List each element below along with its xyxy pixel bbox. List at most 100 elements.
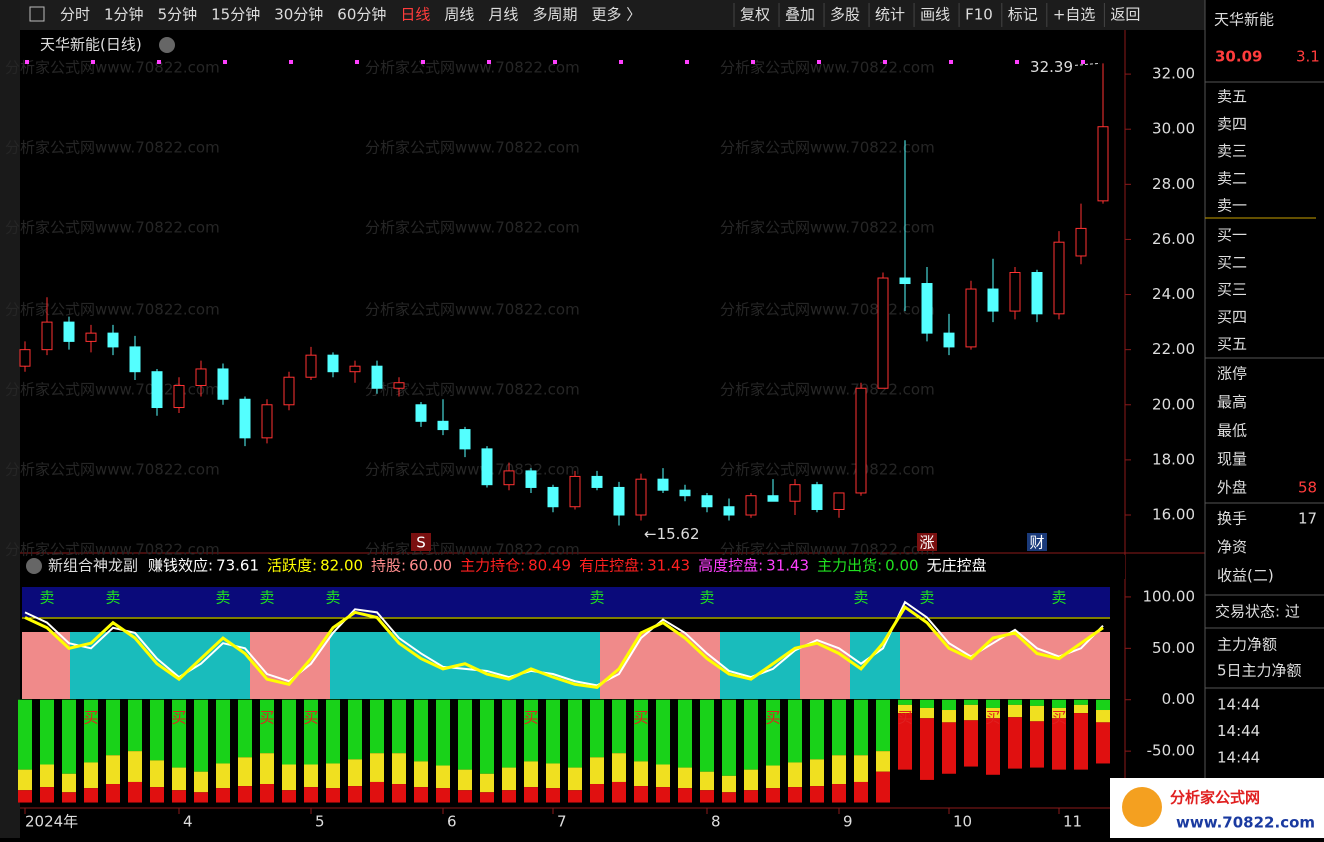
buy-signal: 买 [765,709,780,727]
dropdown-icon[interactable] [26,558,42,574]
toolbar-button[interactable]: 15分钟 [211,6,260,24]
signal-dot [91,60,95,64]
bar-segment [84,699,98,763]
toolbar-button[interactable]: 5分钟 [158,6,198,24]
buy-signal: 买 [1051,709,1066,727]
watermark: 分析家公式网www.70822.com [365,219,580,237]
toolbar-button[interactable]: 更多 〉 [591,6,641,24]
bar-segment [194,699,208,772]
dropdown-icon[interactable] [159,37,175,53]
watermark: 分析家公式网www.70822.com [5,139,220,157]
toolbar-button[interactable]: 多周期 [532,6,577,24]
bar-segment [568,699,582,768]
toolbar [0,0,1205,30]
y-tick-label: 30.00 [1152,120,1195,138]
buy-signal: 买 [523,709,538,727]
candle-body [943,332,955,348]
tick-time: 14:44 [1217,749,1260,767]
bar-segment [678,699,692,768]
trade-status: 交易状态: 过 [1215,603,1300,621]
bar-segment [920,707,934,719]
toolbar-button[interactable]: 叠加 [785,6,815,24]
candle-body [811,484,823,510]
bar-segment [150,787,164,803]
toolbar-button[interactable]: 返回 [1110,6,1140,24]
toolbar-button[interactable]: 分时 [60,6,90,24]
bar-segment [458,790,472,803]
order-book-label: 买一 [1217,226,1247,244]
y-tick-label: 16.00 [1152,506,1195,524]
candle-body [877,277,889,389]
toolbar-button[interactable]: 月线 [488,6,518,24]
candle-body [283,376,295,406]
bar-segment [172,699,186,768]
sell-signal: 卖 [699,589,714,607]
y-tick-label: 0.00 [1162,690,1195,708]
bar-segment [1052,718,1066,770]
legend-name: 活跃度: [267,557,317,575]
x-tick-label: 8 [711,813,721,831]
candle-body [547,486,559,508]
toolbar-button[interactable]: 标记 [1008,6,1038,24]
y-tick-label: -50.00 [1147,742,1195,760]
watermark: 分析家公式网www.70822.com [5,301,220,319]
order-book-label: 卖三 [1217,142,1247,160]
badge-label: 涨 [919,534,934,552]
candle-body [107,332,119,348]
bar-segment [106,755,120,785]
bar-segment [942,710,956,723]
bar-segment [942,722,956,774]
signal-dot [817,60,821,64]
bar-segment [744,769,758,791]
bar-segment [1008,704,1022,718]
bar-segment [194,771,208,793]
sell-signal: 卖 [1051,589,1066,607]
toolbar-button[interactable]: 统计 [875,6,905,24]
bar-segment [656,787,670,803]
legend-value: 0.00 [885,557,918,575]
change: 3.1 [1296,48,1320,66]
signal-dot [1015,60,1019,64]
toolbar-button[interactable]: 1分钟 [104,6,144,24]
bar-segment [436,788,450,803]
bar-segment [788,762,802,788]
candle-body [173,384,185,409]
bar-segment [568,767,582,791]
logo-url: www.70822.com [1176,814,1315,832]
chart-title[interactable]: 天华新能(日线) [40,36,142,54]
bar-segment [876,771,890,803]
watermark: 分析家公式网www.70822.com [720,139,935,157]
bar-segment [304,787,318,803]
toolbar-button[interactable]: 30分钟 [274,6,323,24]
bar-segment [964,720,978,767]
logo-title: 分析家公式网 [1170,789,1260,807]
toolbar-button[interactable]: 周线 [444,6,474,24]
toolbar-button[interactable]: +自选 [1053,6,1096,24]
toolbar-button[interactable]: 多股 [830,6,860,24]
toolbar-button[interactable]: F10 [965,6,993,24]
toolbar-button[interactable]: 日线 [400,6,430,24]
bar-segment [84,788,98,803]
max-price-label: 32.39 [1030,58,1073,76]
bar-segment [480,773,494,793]
candle-body [129,346,141,373]
candle-body [327,354,339,373]
bar-segment [348,699,362,760]
band [22,587,1110,617]
toolbar-button[interactable]: 复权 [740,6,770,24]
legend-name: 赚钱效应: [148,557,213,575]
candle-body [591,475,603,488]
toolbar-icon[interactable] [29,6,45,22]
bar-segment [898,713,912,770]
bar-segment [766,699,780,766]
band [720,632,800,699]
legend-name: 有庄控盘: [579,557,644,575]
bar-segment [832,755,846,785]
bar-segment [18,769,32,791]
watermark: 分析家公式网www.70822.com [365,301,580,319]
toolbar-button[interactable]: 60分钟 [337,6,386,24]
candle-body [855,387,867,494]
bar-segment [590,757,604,785]
toolbar-button[interactable]: 画线 [920,6,950,24]
